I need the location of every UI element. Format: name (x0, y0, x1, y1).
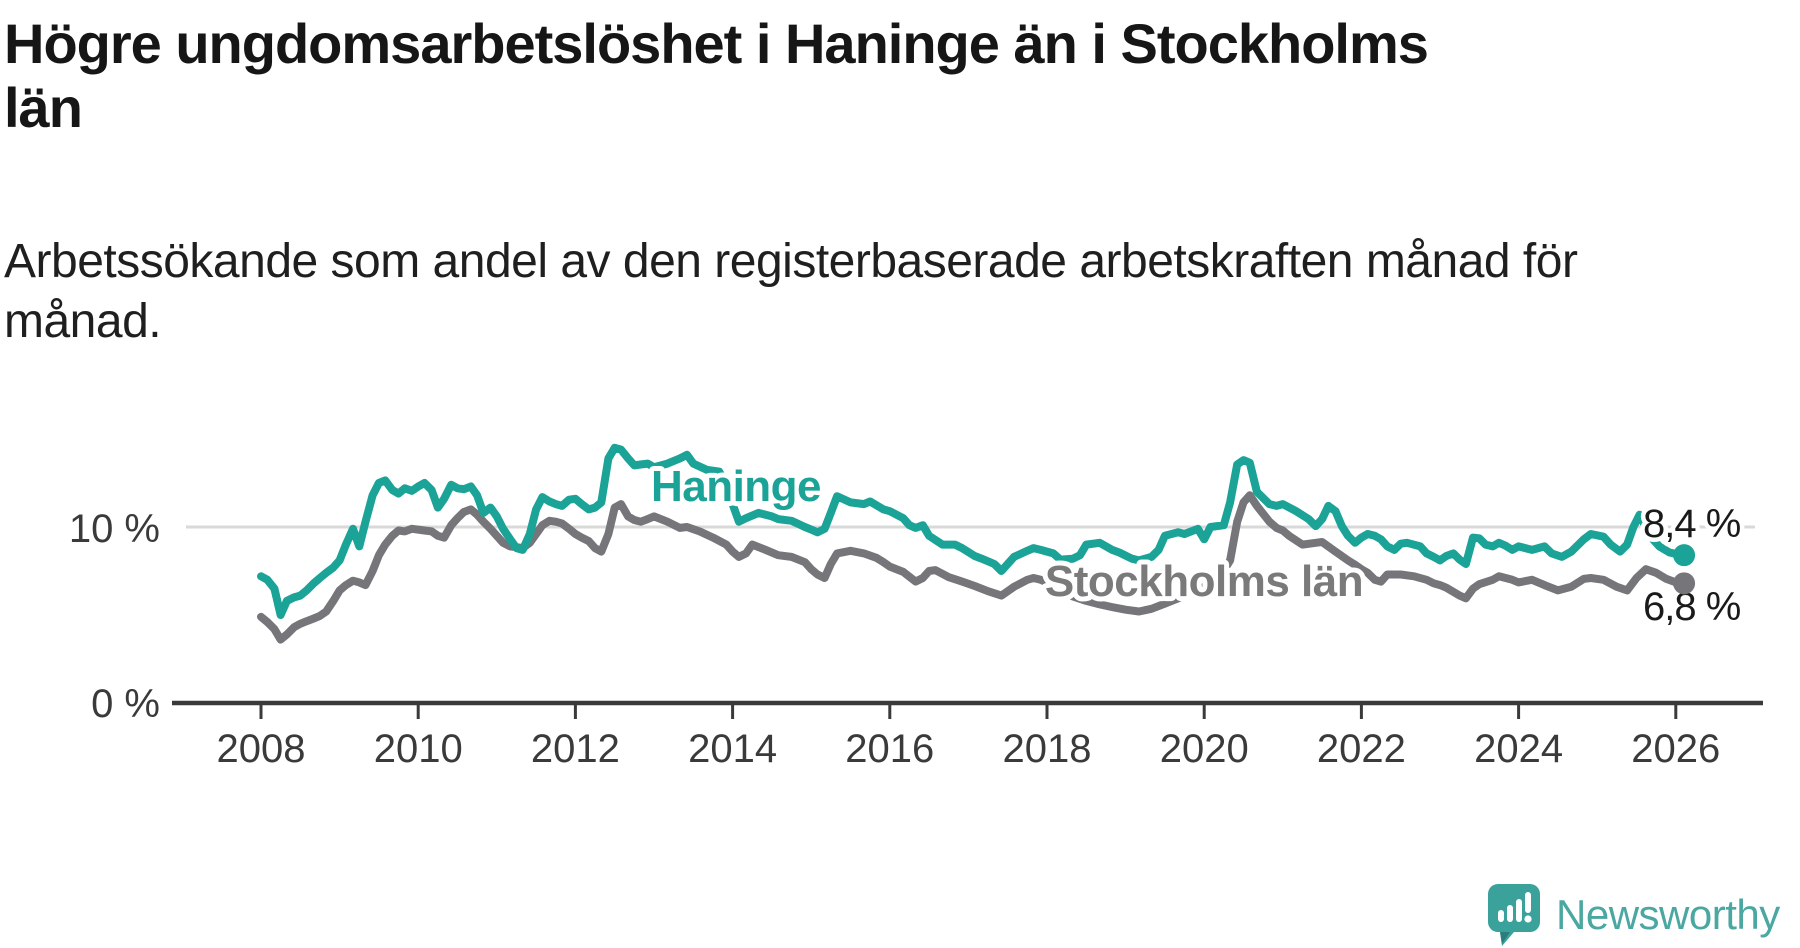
chart-subtitle-line-1: Arbetssökande som andel av den registerb… (4, 235, 1578, 288)
series-label-haninge: Haninge (651, 462, 821, 511)
logo-exclamation-dot (1524, 915, 1532, 923)
x-tick-label-2010: 2010 (374, 727, 463, 771)
chart-title: Högre ungdomsarbetslöshet i Haninge än i… (4, 12, 1429, 140)
logo-bar-1 (1498, 910, 1504, 922)
newsworthy-logo-icon (1488, 884, 1540, 946)
logo-bar-2 (1507, 905, 1513, 922)
logo-exclamation-bar (1525, 892, 1531, 913)
chart-title-line-1: Högre ungdomsarbetslöshet i Haninge än i… (4, 12, 1429, 75)
x-tick-label-2008: 2008 (217, 727, 306, 771)
newsworthy-logo-text: Newsworthy (1556, 891, 1780, 938)
chart-subtitle: Arbetssökande som andel av den registerb… (4, 232, 1578, 352)
x-tick-label-2022: 2022 (1317, 727, 1406, 771)
y-tick-label-10: 10 % (69, 507, 160, 551)
x-tick-label-2016: 2016 (845, 727, 934, 771)
x-tick-label-2012: 2012 (531, 727, 620, 771)
series-line-stockholms-l-n (257, 491, 1687, 644)
end-dot-haninge (1673, 544, 1696, 567)
end-value-label-haninge: 8,4 % (1643, 502, 1741, 546)
x-tick-label-2014: 2014 (688, 727, 777, 771)
series-line-haninge (257, 443, 1687, 619)
x-tick-label-2018: 2018 (1003, 727, 1092, 771)
x-tick-label-2026: 2026 (1631, 727, 1720, 771)
series-label-stockholms-l-n: Stockholms län (1045, 557, 1363, 606)
x-tick-label-2024: 2024 (1474, 727, 1563, 771)
logo-bar-3 (1516, 899, 1522, 922)
y-tick-label-0: 0 % (91, 682, 160, 726)
x-tick-label-2020: 2020 (1160, 727, 1249, 771)
end-value-label-stockholms-l-n: 6,8 % (1643, 585, 1741, 629)
chart-subtitle-line-2: månad. (4, 295, 162, 348)
newsworthy-logo: Newsworthy (1488, 884, 1780, 946)
end-dot-stockholms-l-n (1673, 572, 1696, 595)
chart-title-line-2: län (4, 76, 83, 139)
